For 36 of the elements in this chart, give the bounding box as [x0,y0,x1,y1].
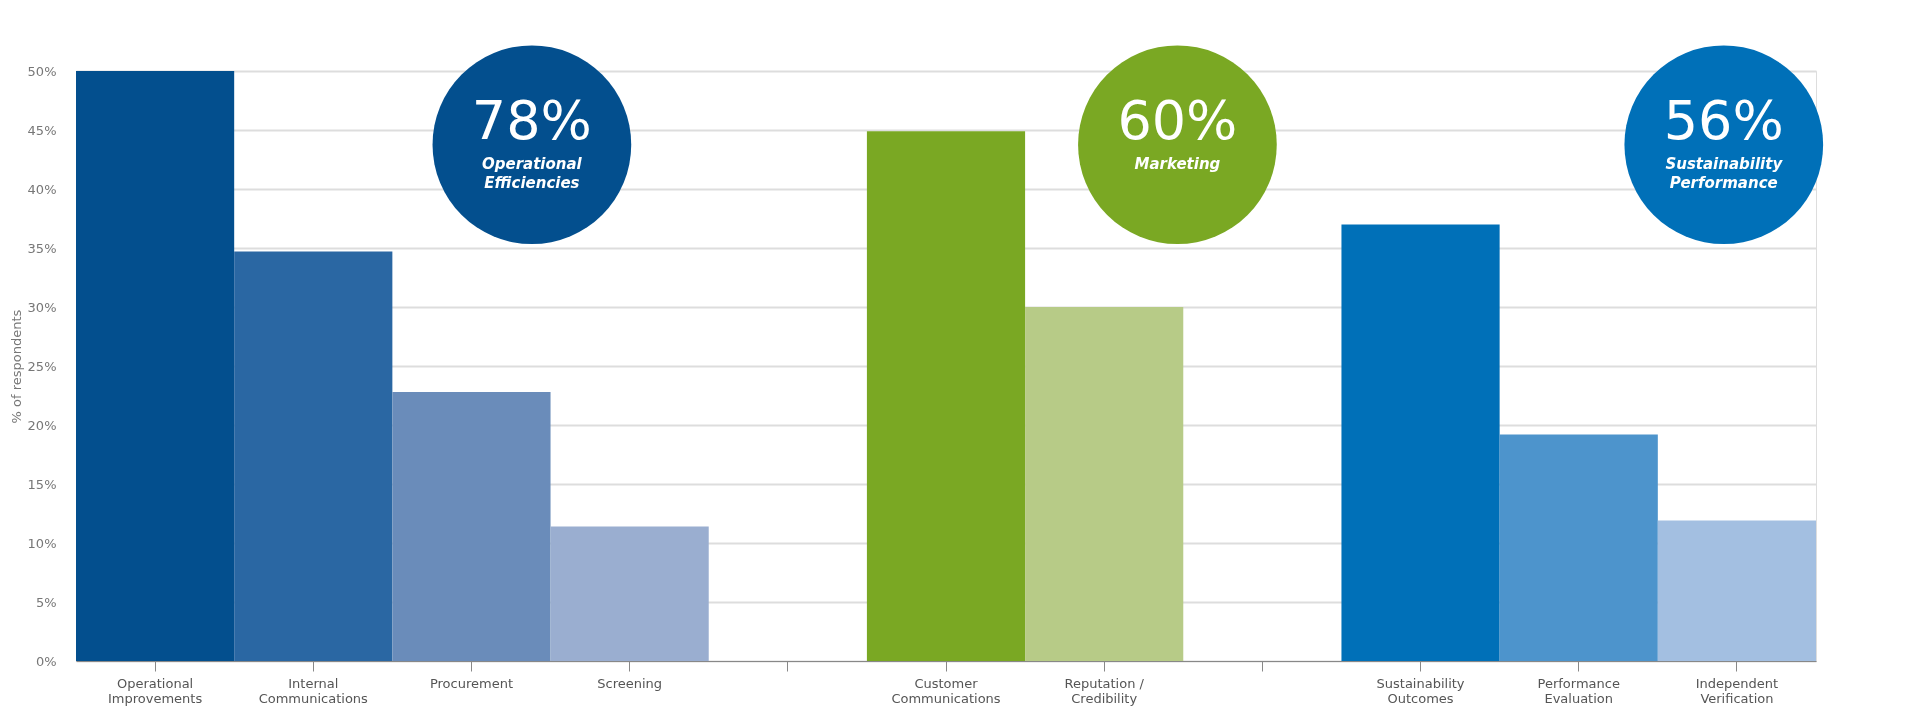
x-tick-label: Reputation / Credibility [1064,675,1145,706]
annotation: Sustainability Performance [1665,154,1784,192]
x-tick-label: Procurement [429,675,513,691]
bar [550,526,709,661]
y-axis-title: % of respondents [8,309,24,424]
annotation: 56% [1663,88,1784,152]
annotation: 60% [1117,88,1238,152]
bar [392,391,551,661]
bar [1341,224,1500,661]
x-tick-label: Sustainability Outcomes [1376,675,1465,706]
x-tick-label: Screening [597,675,663,691]
annotation: Operational Efficiencies [482,154,583,192]
x-tick-label: Internal Communications [258,675,369,706]
y-tick-label: 40% [27,181,57,197]
y-tick-label: 10% [27,535,57,551]
bar [1499,434,1658,661]
y-tick-label: 25% [27,358,57,374]
x-tick-label: Customer Communications [891,675,1001,706]
x-tick-label: Independent Verification [1695,675,1779,706]
y-tick-label: 15% [27,476,57,492]
y-tick-label: 45% [27,122,57,138]
bar [1025,307,1184,661]
annotation: Marketing [1134,154,1221,173]
y-tick-label: 5% [35,594,57,610]
bar [234,251,393,661]
y-tick-label: 30% [27,299,57,315]
annotation: 78% [471,88,592,152]
y-tick-label: 20% [27,417,57,433]
x-tick-label: Performance Evaluation [1537,675,1620,706]
bar [76,71,235,661]
bar [866,131,1026,661]
y-tick-label: 35% [27,240,57,256]
y-tick-label: 0% [35,653,57,669]
x-tick-label: Operational Improvements [107,675,203,706]
y-tick-label: 50% [27,63,57,79]
bar [1657,520,1816,661]
